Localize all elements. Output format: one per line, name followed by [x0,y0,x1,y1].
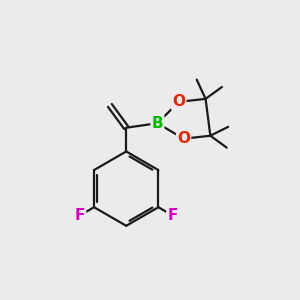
Text: F: F [167,208,178,223]
Text: B: B [152,116,163,131]
Text: O: O [172,94,185,110]
Text: F: F [75,208,85,223]
Text: O: O [177,131,190,146]
